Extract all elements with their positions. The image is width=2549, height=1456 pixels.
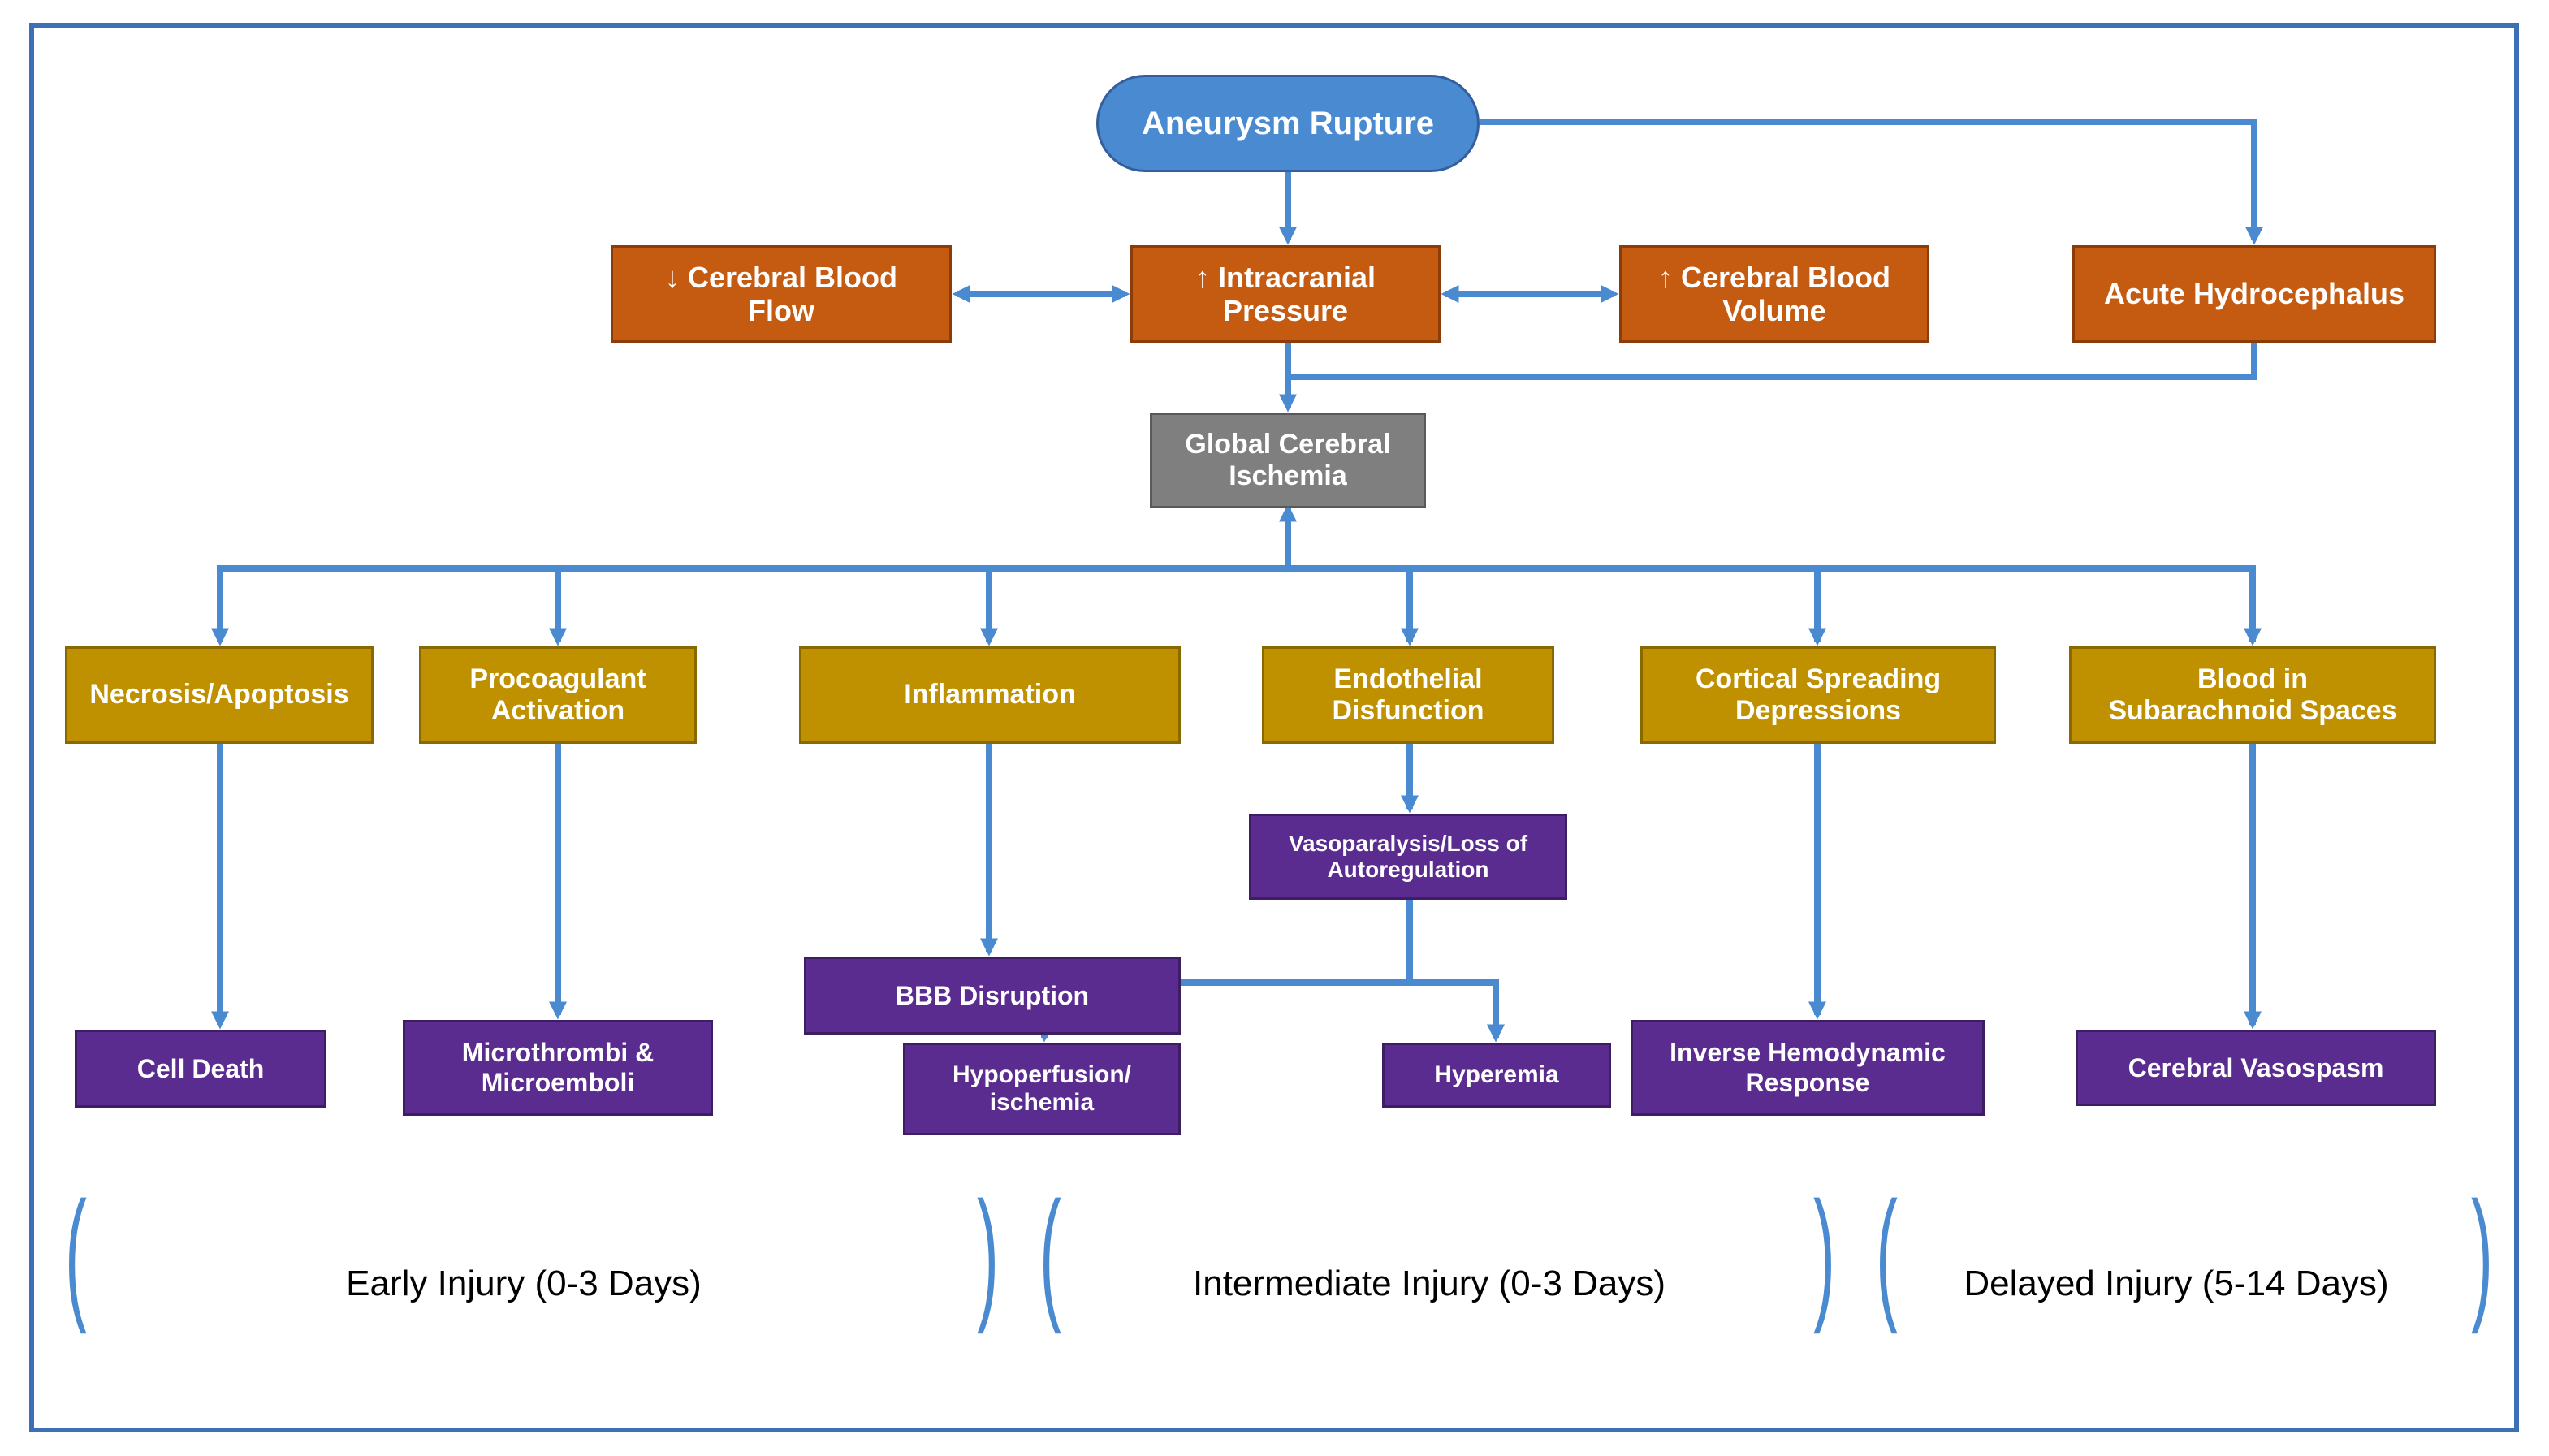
node-endo: Endothelial Disfunction bbox=[1262, 646, 1554, 744]
node-celldeath: Cell Death bbox=[75, 1030, 326, 1108]
phase-bracket-left-0: ( bbox=[65, 1169, 87, 1337]
node-label-micro: Microthrombi & Microemboli bbox=[462, 1038, 654, 1098]
node-label-hypo: Hypoperfusion/ ischemia bbox=[953, 1061, 1131, 1117]
node-gci: Global Cerebral Ischemia bbox=[1150, 413, 1426, 508]
phase-label-2: Delayed Injury (5-14 Days) bbox=[1884, 1264, 2469, 1304]
node-necrosis: Necrosis/Apoptosis bbox=[65, 646, 374, 744]
phase-bracket-right-1: ) bbox=[1813, 1169, 1835, 1337]
phase-bracket-right-2: ) bbox=[2471, 1169, 2493, 1337]
node-vasop: Vasoparalysis/Loss of Autoregulation bbox=[1249, 814, 1567, 900]
node-icp: ↑ Intracranial Pressure bbox=[1130, 245, 1441, 343]
phase-bracket-right-0: ) bbox=[977, 1169, 999, 1337]
node-bbb: BBB Disruption bbox=[804, 957, 1181, 1035]
node-label-necrosis: Necrosis/Apoptosis bbox=[89, 679, 348, 711]
node-hydro: Acute Hydrocephalus bbox=[2072, 245, 2436, 343]
node-cbf: ↓ Cerebral Blood Flow bbox=[611, 245, 952, 343]
node-label-icp: ↑ Intracranial Pressure bbox=[1195, 261, 1376, 328]
node-label-aneurysm: Aneurysm Rupture bbox=[1142, 105, 1434, 142]
phase-bracket-left-2: ( bbox=[1876, 1169, 1898, 1337]
node-cbv: ↑ Cerebral Blood Volume bbox=[1619, 245, 1929, 343]
node-label-gci: Global Cerebral Ischemia bbox=[1185, 429, 1390, 492]
node-hypo: Hypoperfusion/ ischemia bbox=[903, 1043, 1181, 1135]
node-micro: Microthrombi & Microemboli bbox=[403, 1020, 713, 1116]
node-vspasm: Cerebral Vasospasm bbox=[2076, 1030, 2436, 1106]
node-label-celldeath: Cell Death bbox=[137, 1054, 264, 1084]
phase-bracket-left-1: ( bbox=[1039, 1169, 1061, 1337]
node-label-hyper: Hyperemia bbox=[1434, 1061, 1558, 1090]
phase-label-0: Early Injury (0-3 Days) bbox=[73, 1264, 974, 1304]
node-procoag: Procoagulant Activation bbox=[419, 646, 697, 744]
node-hyper: Hyperemia bbox=[1382, 1043, 1611, 1108]
node-label-vspasm: Cerebral Vasospasm bbox=[2128, 1053, 2384, 1083]
node-label-procoag: Procoagulant Activation bbox=[469, 663, 646, 727]
node-label-bsas: Blood in Subarachnoid Spaces bbox=[2108, 663, 2396, 727]
node-label-ihr: Inverse Hemodynamic Response bbox=[1670, 1038, 1946, 1098]
node-label-bbb: BBB Disruption bbox=[896, 981, 1089, 1011]
node-label-csd: Cortical Spreading Depressions bbox=[1696, 663, 1941, 727]
node-label-hydro: Acute Hydrocephalus bbox=[2104, 277, 2404, 310]
node-bsas: Blood in Subarachnoid Spaces bbox=[2069, 646, 2436, 744]
node-csd: Cortical Spreading Depressions bbox=[1640, 646, 1996, 744]
node-label-endo: Endothelial Disfunction bbox=[1333, 663, 1484, 727]
node-ihr: Inverse Hemodynamic Response bbox=[1631, 1020, 1985, 1116]
node-label-inflam: Inflammation bbox=[904, 679, 1076, 711]
flowchart-canvas: Aneurysm Rupture ↓ Cerebral Blood Flow ↑ I… bbox=[0, 0, 2549, 1456]
node-label-cbv: ↑ Cerebral Blood Volume bbox=[1658, 261, 1890, 328]
phase-label-1: Intermediate Injury (0-3 Days) bbox=[1048, 1264, 1811, 1304]
node-aneurysm: Aneurysm Rupture bbox=[1096, 75, 1480, 172]
node-inflam: Inflammation bbox=[799, 646, 1181, 744]
node-label-vasop: Vasoparalysis/Loss of Autoregulation bbox=[1289, 831, 1527, 883]
node-label-cbf: ↓ Cerebral Blood Flow bbox=[665, 261, 897, 328]
